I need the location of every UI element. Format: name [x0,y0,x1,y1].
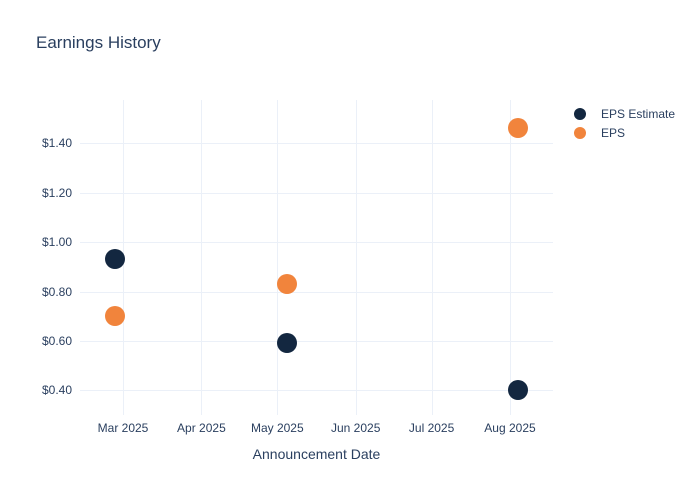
y-gridline [80,143,553,145]
y-gridline [80,390,553,392]
y-gridline [80,242,553,244]
x-gridline [431,100,433,415]
x-axis-title: Announcement Date [252,446,381,462]
legend-swatch-icon [574,107,586,120]
y-tick-label: $1.00 [41,235,72,250]
legend: EPS Estimate EPS [574,104,675,142]
x-gridline [201,100,203,415]
data-point-eps-estimate[interactable] [277,333,298,354]
y-tick-label: $1.20 [41,185,72,200]
y-tick-label: $0.40 [41,383,72,398]
y-gridline [80,340,553,342]
x-tick-label: Aug 2025 [484,421,536,435]
x-tick-label: Apr 2025 [177,421,226,435]
data-point-eps-estimate[interactable] [507,380,528,401]
data-point-eps[interactable] [105,306,126,327]
legend-item-eps-estimate[interactable]: EPS Estimate [574,104,675,123]
legend-item-eps[interactable]: EPS [574,123,675,142]
y-gridline [80,192,553,194]
legend-swatch-icon [574,126,586,139]
y-tick-label: $1.40 [41,136,72,151]
x-gridline [510,100,511,415]
y-gridline [80,291,553,293]
x-tick-label: May 2025 [250,421,304,435]
plot-area: Mar 2025 Apr 2025 May 2025 Jun 2025 Jul 2025… [42,100,553,435]
y-tick-label: $0.80 [41,284,72,299]
y-tick-label: $0.60 [41,333,72,348]
x-tick-label: Jun 2025 [330,421,381,435]
legend-label: EPS [601,125,626,140]
x-gridline [355,100,357,415]
data-point-eps-estimate[interactable] [105,249,126,270]
x-tick-label: Mar 2025 [97,421,149,435]
legend-label: EPS Estimate [601,106,676,121]
data-point-eps[interactable] [277,274,298,295]
x-gridline [277,100,279,415]
data-point-eps[interactable] [507,118,528,139]
chart-title: Earnings History [36,33,161,52]
x-tick-label: Jul 2025 [408,421,455,435]
